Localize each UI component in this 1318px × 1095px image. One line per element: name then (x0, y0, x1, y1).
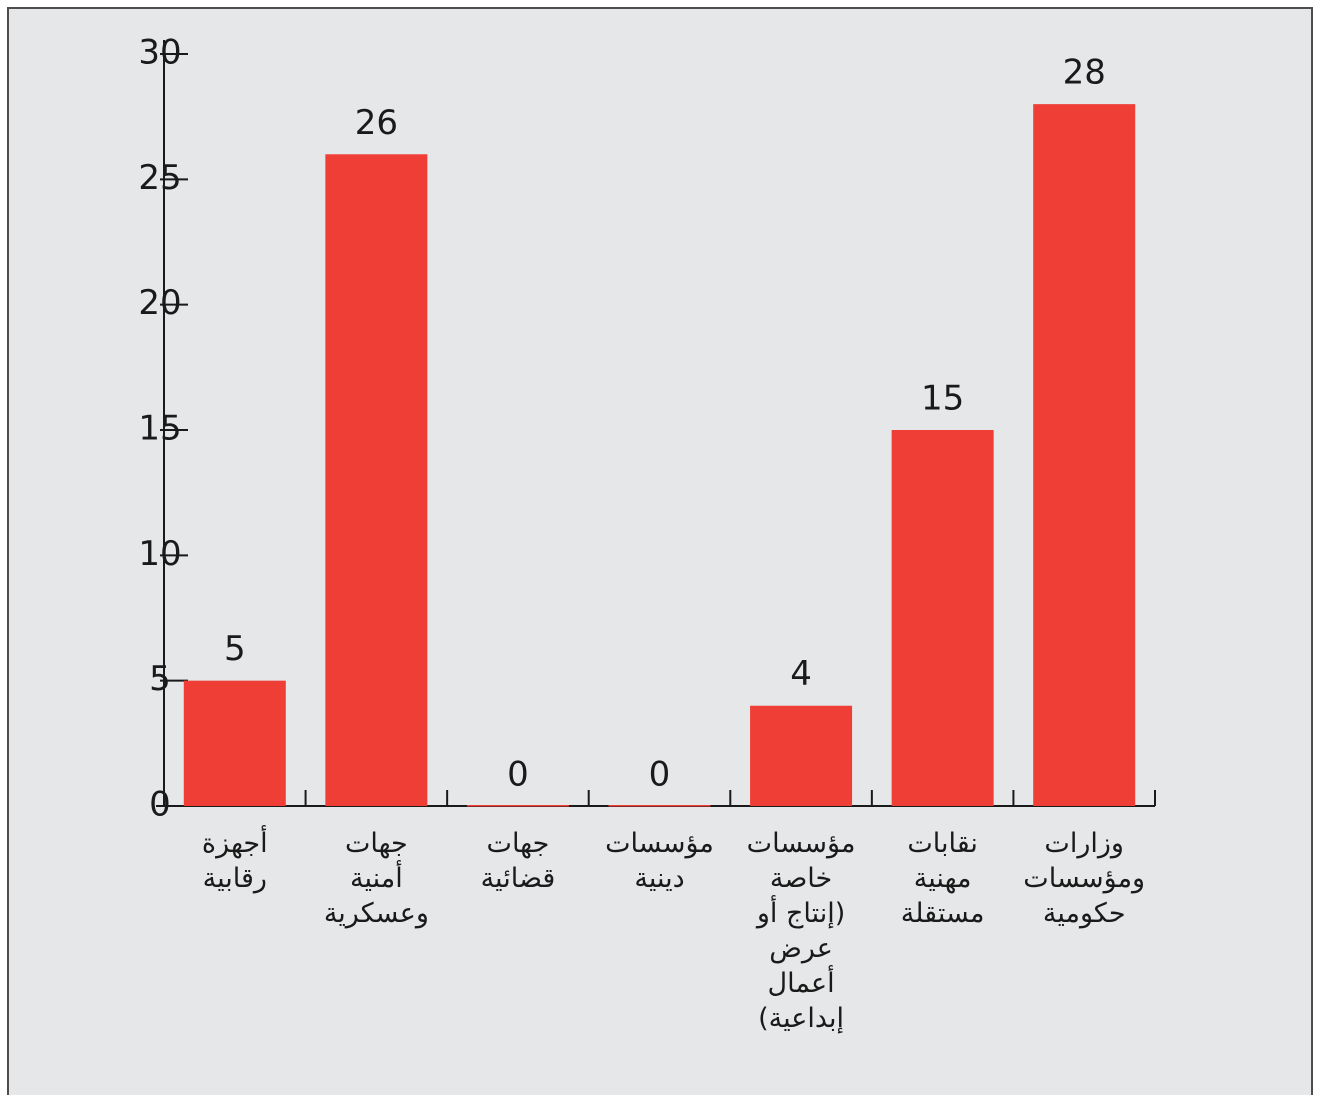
y-tick-label: 20 (138, 283, 181, 323)
value-label: 15 (921, 379, 964, 419)
x-tick-label: جهات أمنية وعسكرية (323, 828, 429, 929)
bar (891, 430, 994, 806)
value-label: 26 (355, 103, 398, 143)
value-label: 4 (790, 654, 812, 694)
x-tick-label: وزارات ومؤسسات حكومية (1023, 828, 1146, 929)
x-tick-label: مؤسسات دينية (605, 828, 714, 894)
bar (608, 805, 711, 807)
bar (183, 680, 286, 806)
bar (750, 705, 853, 806)
y-tick-label: 30 (138, 33, 181, 73)
y-tick-label: 15 (138, 409, 181, 449)
y-tick-label: 5 (149, 659, 171, 699)
y-tick-label: 10 (138, 534, 181, 574)
value-label: 0 (507, 755, 529, 795)
y-tick-label: 25 (138, 158, 181, 198)
bar (325, 154, 428, 806)
x-tick-label: أجهزة رقابية (201, 828, 268, 894)
x-tick-label: جهات قضائية (480, 828, 556, 894)
x-tick-label: نقابات مهنية مستقلة (900, 828, 985, 929)
value-label: 28 (1063, 53, 1106, 93)
bar (1033, 104, 1136, 807)
value-label: 0 (649, 755, 671, 795)
bar (466, 805, 569, 807)
x-tick-label: مؤسسات خاصة (إنتاج أو عرض أعمال إبداعية) (746, 828, 856, 1034)
y-tick-label: 0 (149, 785, 171, 825)
value-label: 5 (224, 629, 246, 669)
